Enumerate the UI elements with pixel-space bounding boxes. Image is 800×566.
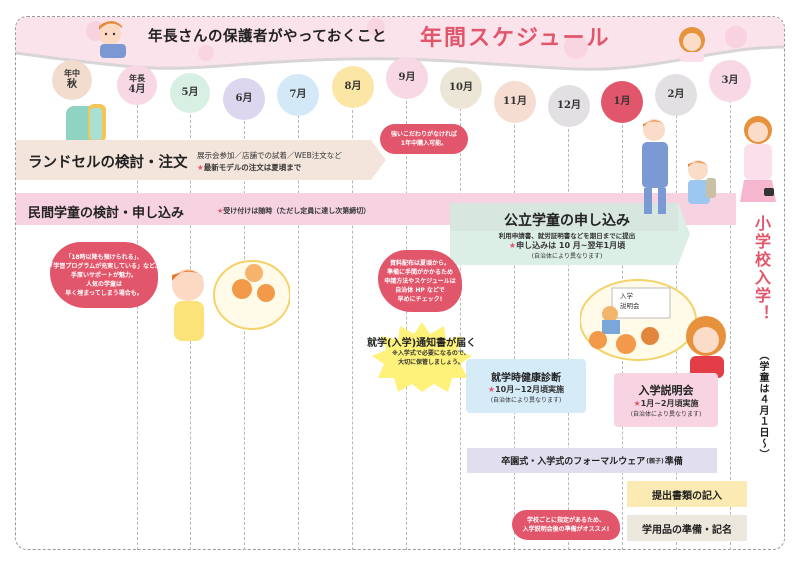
health-check-period-text: 10月~12月頃実施 (495, 384, 565, 394)
month-label: 1月 (613, 96, 631, 107)
formal-wear-tail: 準備 (664, 457, 683, 467)
randoseru-note-2-text: 最新モデルの注文は夏頃まで (203, 163, 302, 172)
public-gakudo-paren: (自治体により異なります) (531, 253, 603, 260)
boy-illustration (99, 21, 126, 58)
orientation-illustration (580, 279, 726, 378)
orientation-box: 入学説明会 ★1月~2月頃実施 (自治体により異なります) (614, 373, 718, 427)
month-label: 2月 (667, 89, 685, 100)
private-gakudo-note: ★受け付けは随時（ただし定員に達し次第締切） (217, 206, 370, 216)
header-banner (16, 17, 784, 75)
notice-title: 就学(入学)通知書が届く (367, 338, 477, 349)
month-label: 4月 (128, 83, 146, 95)
month-circle-february: 2月 (655, 74, 697, 116)
star-icon: ★ (487, 384, 496, 394)
month-label: 12月 (557, 100, 581, 111)
public-gakudo-box (450, 203, 690, 265)
month-circle-nenchu-aki: 年中 秋 (52, 60, 92, 100)
notice-sub: ※入学式で必要になるので、 大切に保管しましょう。 (392, 350, 470, 366)
orientation-period-text: 1月~2月頃実施 (640, 399, 699, 408)
month-label: 秋 (67, 78, 77, 90)
month-label: 11月 (503, 96, 527, 107)
family-illustration (642, 116, 776, 214)
orientation-period: ★1月~2月頃実施 (633, 398, 698, 409)
health-check-title: 就学時健康診断 (491, 372, 561, 384)
month-label: 9月 (398, 72, 416, 83)
timeline-line-6 (244, 116, 245, 550)
entrance-sub-label: （学童は４月１日～） (757, 350, 768, 460)
star-icon: ★ (633, 399, 641, 408)
month-label-top: 年長 (129, 73, 145, 84)
star-icon: ★ (197, 163, 204, 172)
month-circle-september: 9月 (386, 57, 428, 99)
sakura-wave-background (16, 17, 784, 71)
orientation-board-text: 入学 説明会 (620, 292, 640, 310)
formal-wear-paren: (親子) (646, 458, 664, 465)
timeline-line-4 (137, 100, 138, 550)
documents-label: 提出書類の記入 (652, 490, 722, 502)
mother-illustration-header (679, 27, 705, 62)
health-check-period: ★10月~12月頃実施 (488, 384, 564, 395)
public-gakudo-title: 公立学童の申し込み (504, 213, 630, 229)
children-snack-illustration (172, 260, 290, 341)
month-circle-july: 7月 (277, 74, 319, 116)
randoseru-note-2: ★最新モデルの注文は夏頃まで (197, 162, 301, 173)
page-title-accent: 年間スケジュール (420, 26, 611, 51)
timeline-line-11 (514, 120, 515, 550)
public-gakudo-period: ★申し込みは 10 月~翌年1月頃 (509, 240, 625, 251)
starburst-shape (372, 322, 472, 392)
month-label-top: 年中 (64, 68, 80, 79)
page-frame (15, 16, 785, 550)
private-gakudo-note-text: 受け付けは随時（ただし定員に達し次第締切） (223, 207, 371, 215)
documents-box: 提出書類の記入 (627, 481, 747, 507)
randoseru-note-1: 展示会参加／店舗での試着／WEB注文など (197, 151, 342, 160)
orientation-paren: (自治体により異なります) (630, 411, 702, 418)
health-check-box: 就学時健康診断 ★10月~12月頃実施 (自治体により異なります) (466, 359, 586, 413)
month-label: 5月 (181, 87, 199, 98)
timeline-line-9 (406, 96, 407, 550)
month-label: 3月 (721, 75, 739, 86)
month-circle-january: 1月 (601, 81, 643, 123)
public-gakudo-period-text: 申し込みは 10 月~翌年1月頃 (516, 241, 626, 250)
month-circle-october: 10月 (440, 67, 482, 109)
private-gakudo-label: 民間学童の検討・申し込み (28, 206, 185, 221)
randoseru-label: ランドセルの検討・注文 (28, 155, 188, 171)
randoseru-speech-bubble: 強いこだわりがなければ 1年中購入可能。 (380, 124, 468, 154)
month-circle-november: 11月 (494, 81, 536, 123)
month-label: 7月 (289, 89, 307, 100)
formal-wear-label: 卒園式・入学式のフォーマルウェア (501, 457, 646, 467)
supplies-speech-bubble: 学校ごとに指定があるため、 入学説明会後の準備がオススメ! (512, 510, 620, 540)
month-circle-december: 12月 (548, 85, 590, 127)
month-circle-nencho-april: 年長 4月 (117, 65, 157, 105)
orientation-title: 入学説明会 (638, 384, 694, 397)
supplies-box: 学用品の準備・記名 (627, 515, 747, 541)
star-icon: ★ (508, 241, 517, 250)
public-gakudo-content: 公立学童の申し込み 利用申請書、就労証明書などを期日までに提出 ★申し込みは 1… (452, 206, 682, 264)
private-gakudo-speech-bubble: 「18時以降も預けられる」、 「学習プログラムが充実している」など、 手厚いサポ… (47, 242, 161, 308)
entrance-label: 小学校入学！ (752, 215, 771, 323)
month-circle-august: 8月 (332, 66, 374, 108)
timeline-line-10 (460, 108, 461, 550)
supplies-label: 学用品の準備・記名 (642, 524, 732, 536)
page-title: 年長さんの保護者がやっておくこと (148, 29, 387, 45)
public-gakudo-speech-bubble: 資料配布は夏頃から。 準備に手間がかかるため 申請方法やスケジュールは 自治体 … (378, 250, 462, 312)
month-label: 8月 (344, 81, 362, 92)
timeline-line-3 (730, 100, 731, 550)
randoseru-band (16, 140, 386, 180)
star-icon: ★ (217, 207, 224, 215)
month-circle-march: 3月 (709, 60, 751, 102)
timeline-line-8 (352, 100, 353, 550)
month-label: 10月 (449, 82, 473, 93)
formal-wear-box: 卒園式・入学式のフォーマルウェア (親子) 準備 (467, 448, 717, 473)
health-check-paren: (自治体により異なります) (490, 396, 562, 404)
month-circle-may: 5月 (170, 73, 210, 113)
public-gakudo-sub: 利用申請書、就労証明書などを期日までに提出 (498, 232, 636, 240)
timeline-line-7 (298, 110, 299, 550)
month-label: 6月 (235, 93, 253, 104)
timeline-line-12 (568, 124, 569, 550)
month-circle-june: 6月 (223, 78, 265, 120)
randoseru-illustration (66, 104, 106, 146)
